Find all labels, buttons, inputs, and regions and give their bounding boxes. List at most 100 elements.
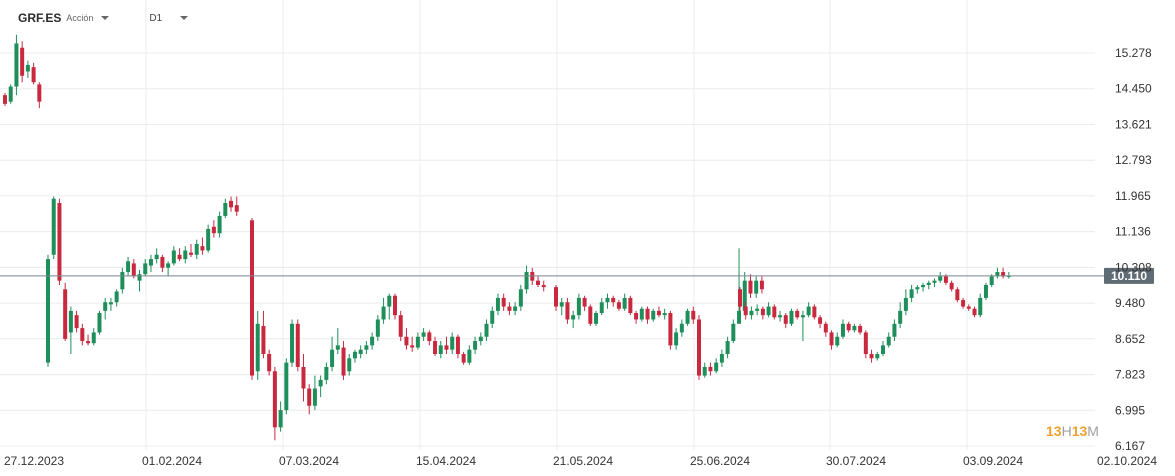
- candle-body: [800, 315, 805, 318]
- candle: [217, 211, 222, 238]
- candle: [20, 41, 25, 83]
- candle: [444, 336, 449, 354]
- candle: [972, 306, 977, 318]
- candle: [183, 246, 188, 264]
- candle: [759, 276, 764, 294]
- candle: [330, 336, 335, 372]
- candle-body: [582, 297, 587, 307]
- symbol-label[interactable]: GRF.ES: [18, 11, 62, 25]
- candle-body: [200, 246, 205, 251]
- candle: [611, 295, 616, 307]
- x-tick-label: 03.09.2024: [963, 454, 1023, 468]
- candle: [301, 353, 306, 402]
- candle: [46, 254, 50, 367]
- candle: [536, 276, 540, 288]
- candle-body: [438, 345, 443, 354]
- candle: [387, 293, 392, 320]
- candle-body: [645, 308, 650, 320]
- candle-body: [352, 351, 357, 359]
- candle-body: [536, 280, 540, 285]
- candle: [599, 297, 604, 316]
- candle: [37, 82, 42, 109]
- candle: [229, 196, 234, 212]
- candle: [513, 302, 518, 316]
- candle-body: [223, 203, 228, 216]
- candle-body: [8, 86, 13, 102]
- candle-body: [835, 336, 840, 346]
- candle: [433, 336, 438, 357]
- candle: [754, 276, 759, 298]
- candle-body: [938, 276, 943, 281]
- candle-body: [1001, 272, 1006, 277]
- candle: [668, 310, 673, 350]
- candle-body: [639, 308, 644, 320]
- candle: [978, 293, 983, 318]
- candle-body: [697, 319, 701, 376]
- y-axis: 15.278 14.450 13.621 12.793 11.965 11.136 10.3…: [1115, 46, 1152, 453]
- candle: [410, 336, 415, 352]
- candle: [473, 336, 478, 354]
- candle: [634, 310, 639, 324]
- candle-body: [806, 306, 811, 316]
- candle-body: [415, 336, 420, 348]
- candle: [731, 319, 736, 344]
- candle-body: [978, 297, 983, 316]
- candle: [211, 220, 216, 238]
- candle: [926, 280, 931, 290]
- candle-body: [719, 353, 724, 363]
- candle: [738, 287, 742, 311]
- candle: [324, 362, 329, 385]
- candle: [783, 313, 788, 329]
- candle-body: [749, 310, 754, 316]
- candle: [995, 267, 1000, 279]
- candle: [898, 302, 903, 329]
- candle: [347, 353, 352, 376]
- candle-body: [318, 379, 323, 387]
- symbol-dropdown-chevron-down-icon[interactable]: [101, 16, 110, 20]
- y-tick-label: 7.823: [1115, 368, 1145, 382]
- candle: [571, 310, 576, 329]
- candle: [370, 332, 375, 350]
- candle: [154, 248, 159, 264]
- candle-body: [272, 371, 277, 428]
- candle: [126, 256, 131, 277]
- candle-body: [375, 319, 380, 337]
- candle: [829, 330, 834, 350]
- candle-body: [335, 345, 340, 350]
- candle: [702, 362, 707, 378]
- candle-body: [57, 203, 62, 281]
- x-tick-label: 15.04.2024: [416, 454, 476, 468]
- candle: [438, 341, 443, 359]
- candle: [335, 328, 340, 354]
- candle-body: [473, 341, 478, 350]
- watermark-letter-1: H: [1061, 423, 1072, 439]
- candle: [261, 310, 266, 359]
- timeframe-label[interactable]: D1: [149, 12, 163, 24]
- candle-body: [766, 306, 771, 316]
- candle: [200, 237, 205, 255]
- candle: [795, 308, 800, 320]
- candle: [949, 280, 954, 292]
- candle: [554, 284, 558, 311]
- candle-body: [628, 297, 633, 314]
- timeframe-dropdown-chevron-down-icon[interactable]: [180, 16, 189, 20]
- candle-body: [307, 388, 312, 406]
- candle: [234, 196, 239, 216]
- candle-body: [892, 323, 897, 337]
- candle-body: [51, 198, 56, 255]
- candle: [495, 293, 500, 316]
- candle-body: [789, 310, 794, 324]
- candle-body: [559, 302, 564, 307]
- candle-body: [381, 306, 386, 320]
- candle: [86, 334, 91, 346]
- candle-body: [875, 353, 880, 359]
- x-tick-label: 27.12.2023: [4, 454, 64, 468]
- candle-body: [137, 274, 142, 281]
- candle-body: [738, 289, 742, 307]
- candle-body: [398, 315, 403, 337]
- candle: [74, 310, 79, 333]
- candle: [120, 267, 125, 294]
- candle-body: [714, 362, 719, 372]
- candle-body: [656, 310, 661, 316]
